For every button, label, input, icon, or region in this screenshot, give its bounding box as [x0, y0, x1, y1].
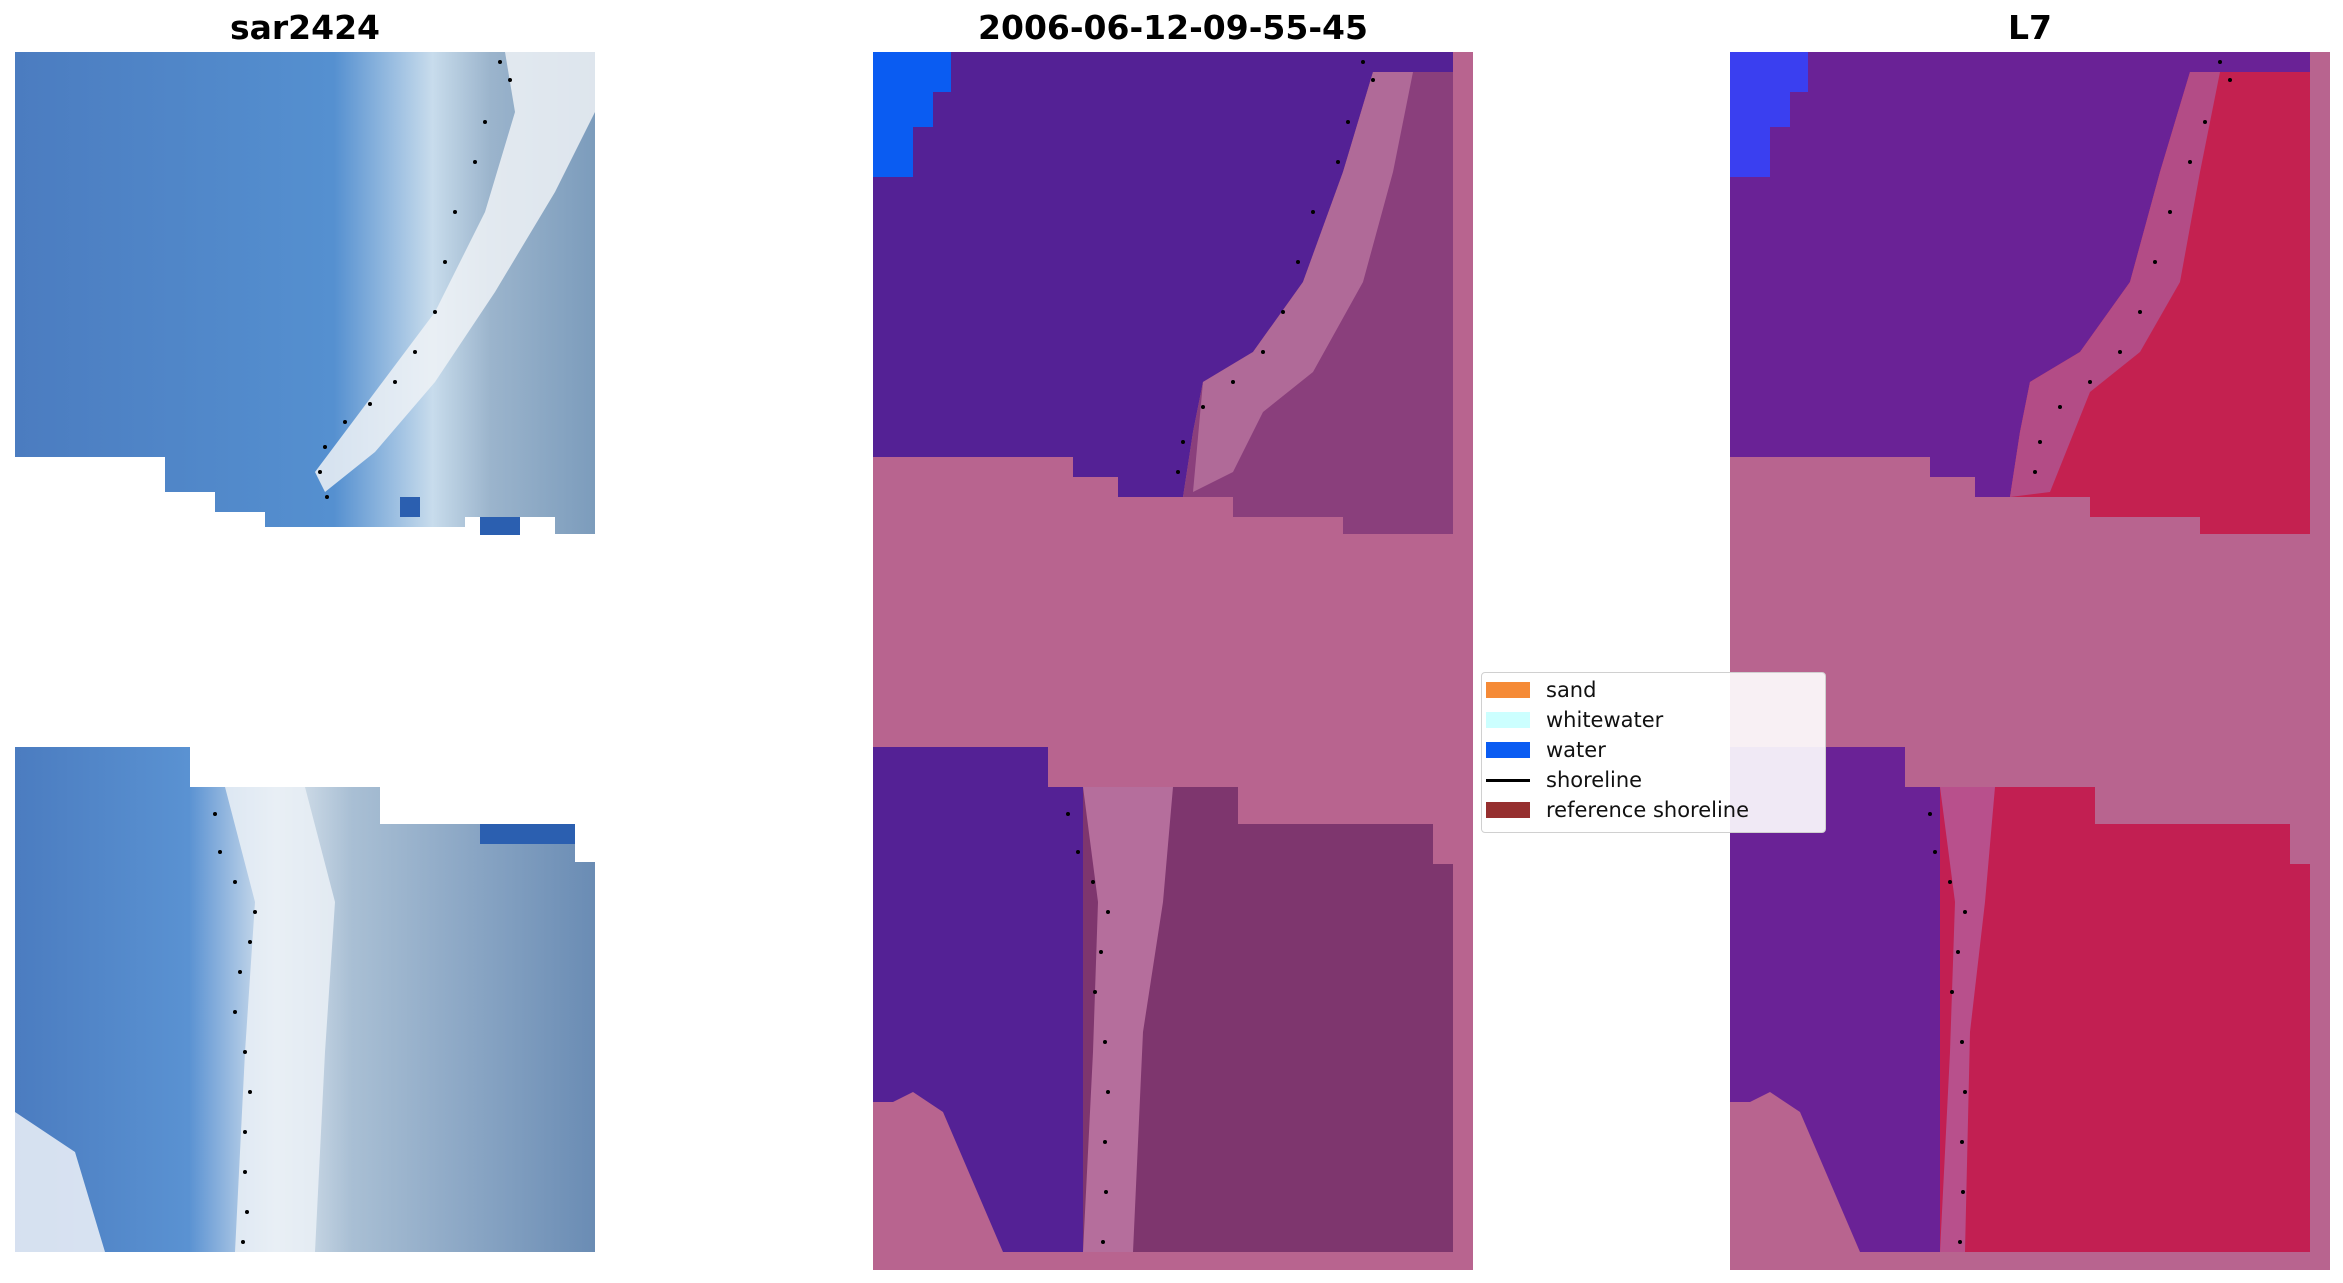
- legend-item-water: water: [1482, 735, 1606, 765]
- water-class-bottom: [873, 747, 1083, 1252]
- legend-label-whitewater: whitewater: [1546, 708, 1664, 732]
- shoreline-top: [1176, 60, 1375, 474]
- panel-title-classification: 2006-06-12-09-55-45: [978, 8, 1368, 47]
- surf-zone-corner: [15, 1112, 105, 1252]
- dark-pixel: [400, 497, 420, 517]
- legend-label-water: water: [1546, 738, 1606, 762]
- panel-title-rgb: sar2424: [229, 8, 381, 47]
- surf-zone-bottom: [225, 787, 335, 1252]
- classification-panel: [873, 52, 1473, 1270]
- beach-class-top: [1193, 72, 1413, 492]
- legend-swatch-reference-shoreline: [1486, 802, 1530, 818]
- land-class-bottom: [1083, 787, 1453, 1252]
- legend-swatch-shoreline: [1486, 778, 1530, 782]
- land-class-bottom: [1940, 787, 2310, 1252]
- dark-pixel: [480, 824, 575, 844]
- water-class-top: [873, 52, 1453, 497]
- legend-item-shoreline: shoreline: [1482, 765, 1642, 795]
- dark-pixel: [480, 517, 520, 535]
- surf-zone-top: [315, 52, 595, 492]
- legend-swatch-water: [1486, 742, 1530, 758]
- rgb-top-block: [15, 52, 595, 534]
- shoreline-bottom: [213, 812, 257, 1244]
- rgb-image-panel: [15, 52, 595, 1252]
- legend-item-reference-shoreline: reference shoreline: [1482, 795, 1749, 825]
- beach-class-top: [2010, 72, 2220, 497]
- water-class-top: [1730, 52, 2310, 497]
- shoreline-top: [2033, 60, 2232, 474]
- l7-image: [1730, 52, 2330, 1270]
- legend-label-shoreline: shoreline: [1546, 768, 1643, 792]
- beach-class-bottom: [1940, 787, 1995, 1252]
- l7-panel: [1730, 52, 2330, 1270]
- bright-water-pixels: [1730, 52, 1808, 177]
- bright-water-pixels: [873, 52, 951, 177]
- legend-item-whitewater: whitewater: [1482, 705, 1663, 735]
- classification-image: [873, 52, 1473, 1270]
- legend-item-sand: sand: [1482, 675, 1596, 705]
- panel-title-index: L7: [2008, 8, 2052, 47]
- legend-label-sand: sand: [1546, 678, 1597, 702]
- shoreline-bottom: [1066, 812, 1110, 1244]
- water-class-bottom: [1730, 747, 1940, 1252]
- legend: sand whitewater water shoreline referenc…: [1481, 672, 1826, 833]
- legend-swatch-whitewater: [1486, 712, 1530, 728]
- legend-swatch-sand: [1486, 682, 1530, 698]
- shoreline-bottom: [1928, 812, 1967, 1244]
- rgb-image: [15, 52, 595, 1252]
- beach-class-bottom: [1083, 787, 1173, 1252]
- shoreline-top: [318, 60, 512, 499]
- legend-label-reference-shoreline: reference shoreline: [1546, 798, 1750, 822]
